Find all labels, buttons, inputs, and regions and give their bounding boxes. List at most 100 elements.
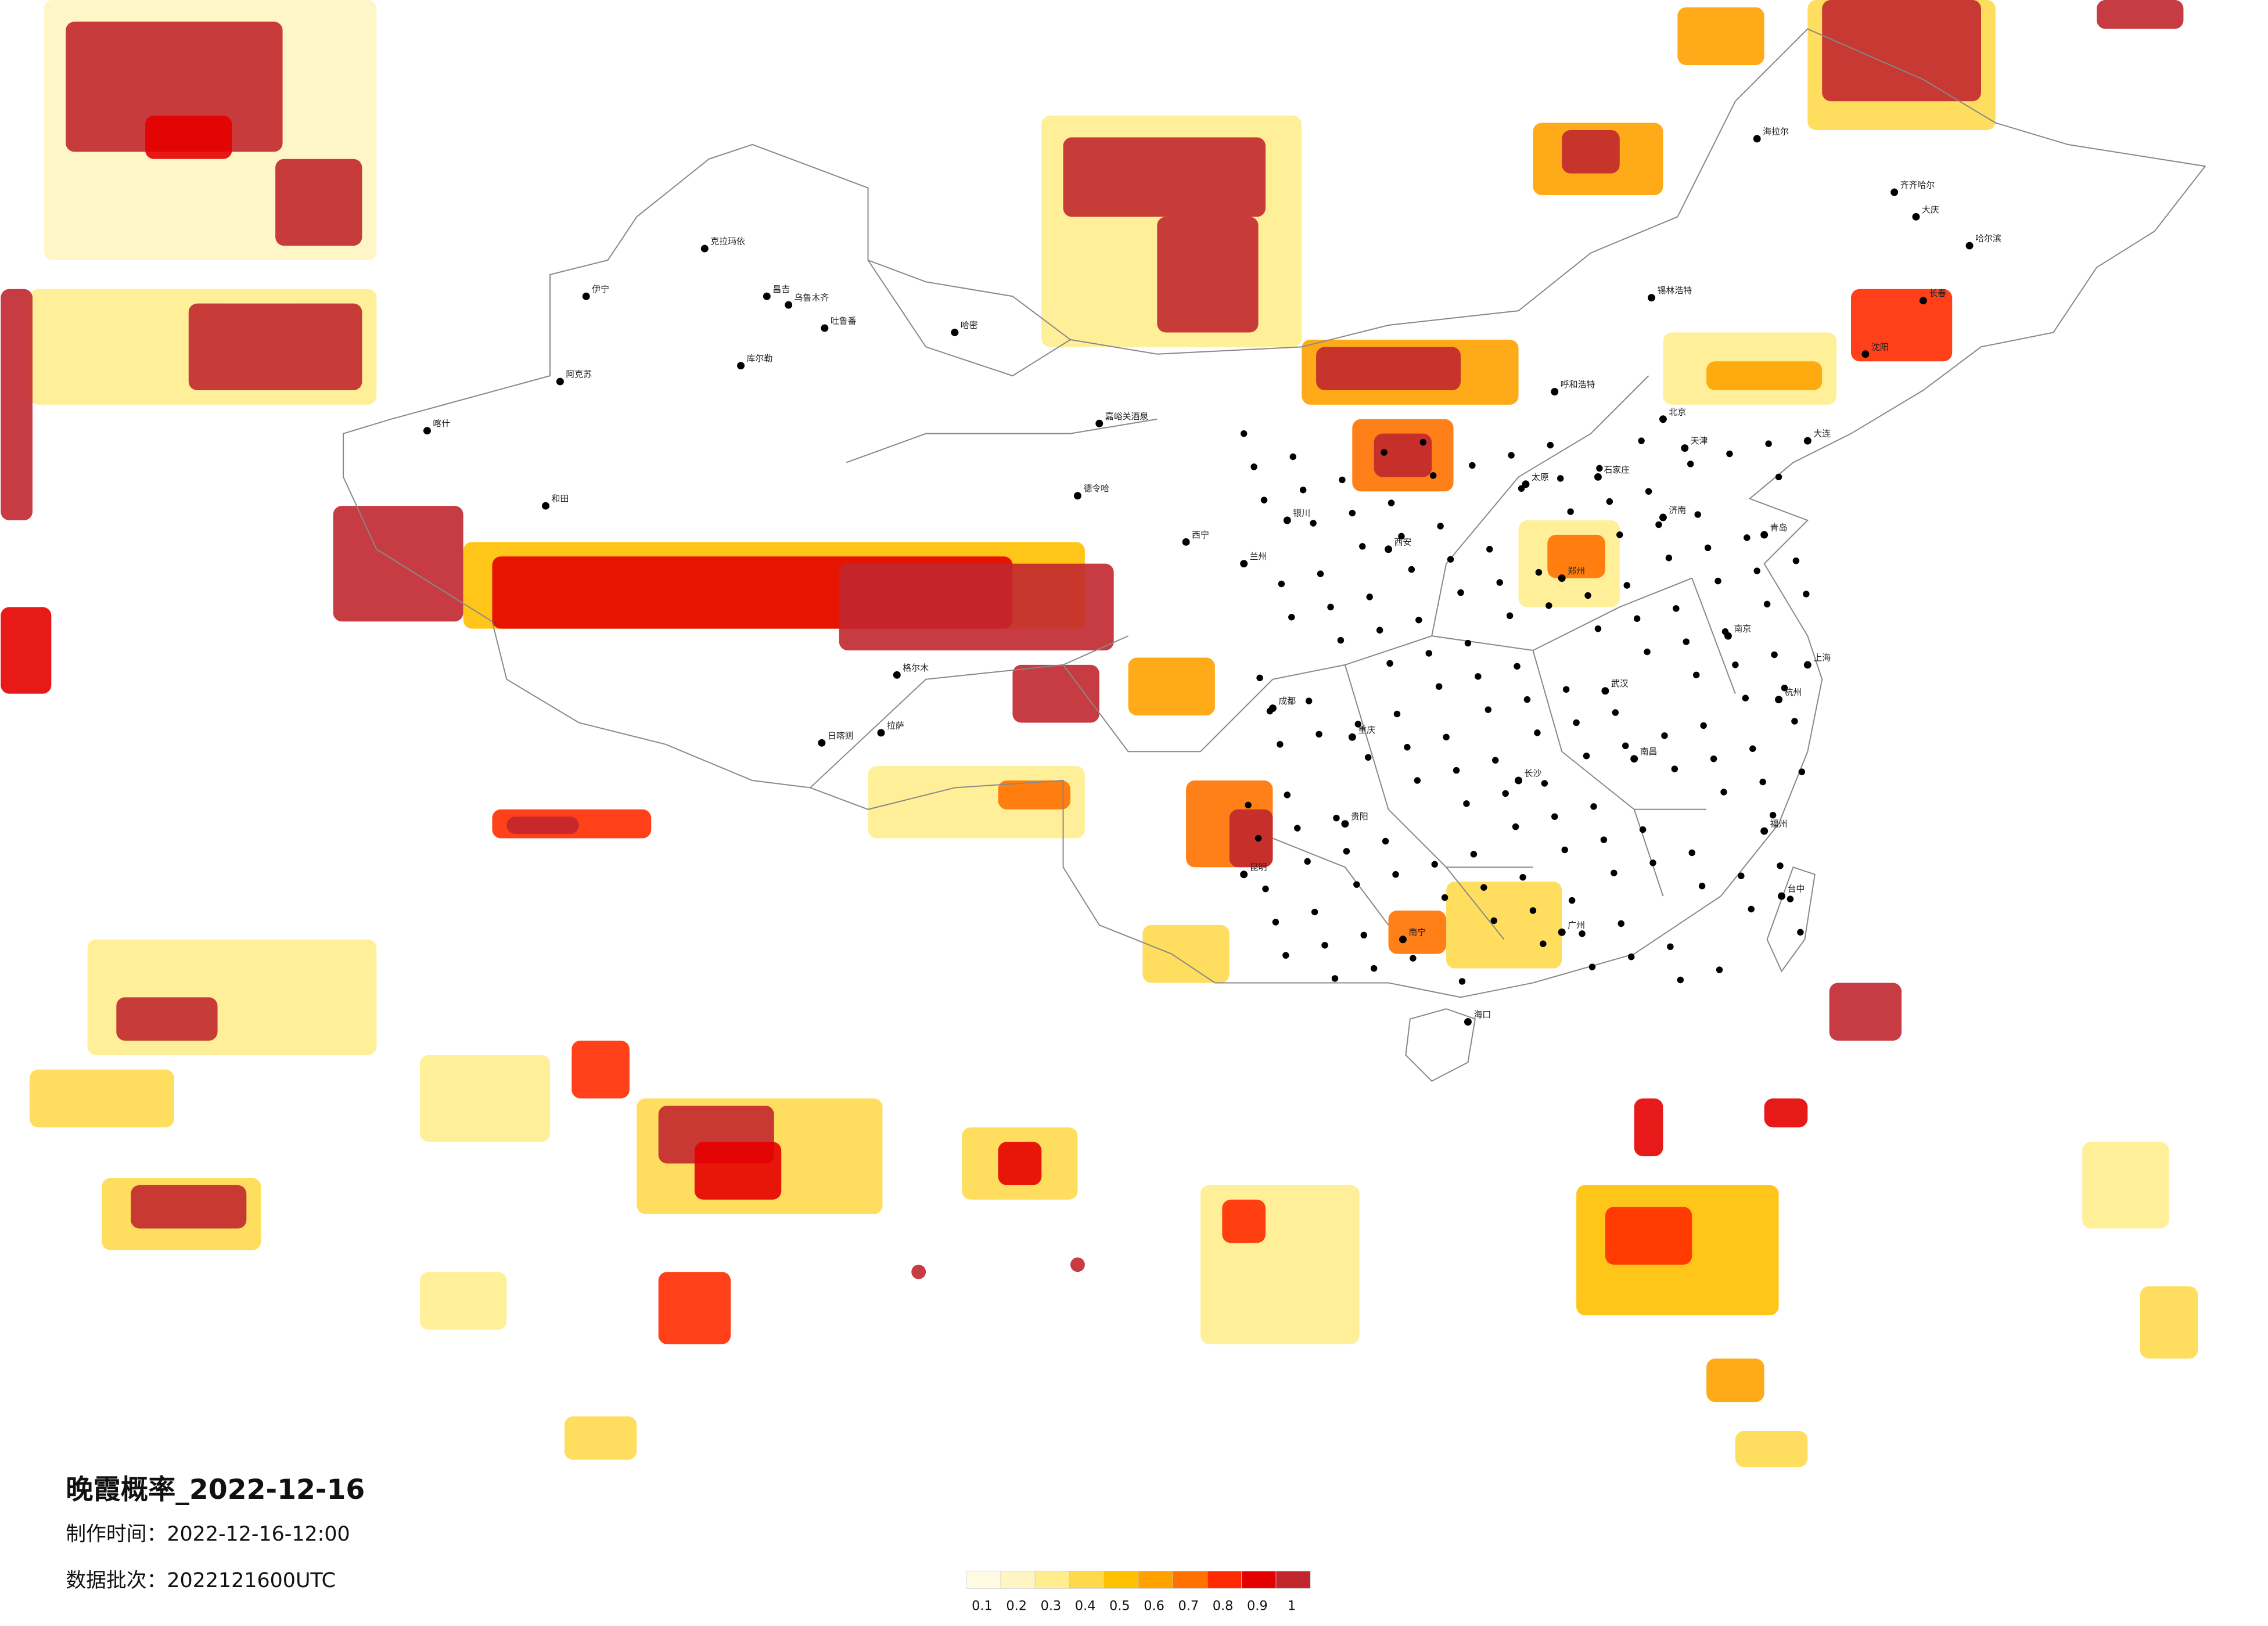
city-dot bbox=[1441, 894, 1448, 901]
city-label: 海口 bbox=[1473, 1009, 1491, 1020]
city-dot bbox=[1425, 650, 1432, 657]
city-dot bbox=[1561, 846, 1568, 854]
probability-cell bbox=[131, 1185, 247, 1229]
city-dot bbox=[1919, 297, 1927, 305]
city-dot bbox=[1763, 600, 1771, 608]
probability-cell bbox=[1706, 361, 1823, 390]
probability-cell bbox=[29, 1069, 174, 1128]
city-dot bbox=[1861, 350, 1870, 358]
city-label: 兰州 bbox=[1250, 551, 1267, 562]
city-label: 成都 bbox=[1278, 696, 1296, 706]
city-dot bbox=[1429, 472, 1437, 479]
province-lines bbox=[810, 260, 1736, 940]
city-dot bbox=[1667, 943, 1674, 950]
city-dot bbox=[1490, 917, 1497, 924]
city-dot bbox=[1317, 570, 1324, 577]
city-dot bbox=[1506, 612, 1514, 619]
city-dot bbox=[1753, 567, 1760, 574]
city-dot bbox=[1414, 777, 1421, 784]
city-dot bbox=[1475, 673, 1482, 680]
city-dot bbox=[1661, 732, 1668, 739]
city-dot bbox=[821, 324, 829, 332]
city-dot bbox=[1515, 776, 1523, 785]
city-dot bbox=[1594, 625, 1602, 632]
city-dot bbox=[1339, 476, 1346, 484]
city-dot bbox=[1392, 871, 1399, 878]
city-dot bbox=[1453, 767, 1460, 774]
city-dot bbox=[1726, 450, 1733, 458]
city-dot bbox=[1797, 929, 1804, 936]
city-label: 上海 bbox=[1813, 652, 1831, 663]
legend-swatch bbox=[1275, 1571, 1311, 1589]
city-label: 南宁 bbox=[1408, 927, 1426, 937]
city-dot bbox=[1343, 848, 1350, 855]
borders bbox=[343, 28, 2206, 1082]
city-dot bbox=[1681, 444, 1689, 452]
city-dot bbox=[1388, 499, 1395, 506]
probability-cell bbox=[275, 159, 362, 246]
city-dot bbox=[1558, 574, 1566, 582]
city-dot bbox=[1381, 449, 1388, 456]
probability-cell bbox=[1446, 882, 1562, 969]
city-dot bbox=[893, 671, 901, 679]
probability-cell bbox=[1128, 657, 1215, 715]
city-dot bbox=[542, 502, 549, 510]
city-dot bbox=[1410, 955, 1417, 962]
probability-cell bbox=[2097, 0, 2184, 29]
city-dot bbox=[1386, 660, 1393, 667]
city-dot bbox=[1760, 827, 1769, 835]
city-label: 齐齐哈尔 bbox=[1900, 180, 1935, 190]
legend-tick-label: 0.7 bbox=[1178, 1599, 1199, 1614]
city-label: 拉萨 bbox=[887, 720, 904, 731]
city-dot bbox=[1748, 905, 1755, 913]
city-label: 杭州 bbox=[1785, 687, 1802, 697]
city-dot bbox=[1710, 755, 1717, 762]
city-dot bbox=[1496, 579, 1503, 586]
city-dot bbox=[1594, 473, 1602, 481]
city-dot bbox=[1311, 908, 1318, 916]
probability-cell bbox=[2140, 1286, 2198, 1359]
probability-cell bbox=[1316, 347, 1461, 390]
legend-swatch bbox=[1207, 1571, 1242, 1589]
city-dot bbox=[1698, 882, 1706, 890]
city-dot bbox=[1749, 745, 1756, 752]
probability-cell bbox=[1764, 1098, 1808, 1128]
city-dot bbox=[1659, 415, 1667, 423]
probability-cell bbox=[1706, 1358, 1764, 1402]
city-dot bbox=[1803, 661, 1811, 669]
city-dot bbox=[1341, 820, 1349, 828]
made-time: 制作时间：2022-12-16-12:00 bbox=[66, 1523, 350, 1546]
city-dot bbox=[1715, 577, 1721, 585]
legend-swatch bbox=[1138, 1571, 1173, 1589]
city-dot bbox=[1523, 696, 1531, 703]
city-dot bbox=[1540, 940, 1547, 947]
city-dot bbox=[1447, 556, 1454, 563]
legend-swatch bbox=[1069, 1571, 1105, 1589]
probability-cell bbox=[1, 289, 33, 520]
city-dot bbox=[1742, 695, 1749, 702]
city-dot bbox=[1073, 492, 1081, 500]
city-dot bbox=[1639, 826, 1647, 833]
probability-cell bbox=[1822, 0, 1981, 102]
china-outline bbox=[343, 28, 2206, 998]
city-dot bbox=[1393, 710, 1401, 718]
city-label: 昆明 bbox=[1250, 862, 1267, 872]
city-dot bbox=[1278, 580, 1285, 588]
city-dot bbox=[556, 377, 564, 386]
city-dot bbox=[1349, 509, 1356, 517]
city-dot bbox=[1502, 790, 1509, 797]
city-dot bbox=[1486, 546, 1493, 553]
city-dot bbox=[1095, 419, 1104, 427]
city-label: 福州 bbox=[1770, 819, 1788, 829]
city-dot bbox=[1304, 858, 1311, 865]
city-dot bbox=[1792, 557, 1800, 564]
title: 晚霞概率_2022-12-16 bbox=[66, 1474, 365, 1506]
city-dot bbox=[582, 292, 590, 300]
city-label: 银川 bbox=[1293, 508, 1310, 519]
city-dot bbox=[1803, 591, 1810, 598]
city-dot bbox=[1692, 671, 1700, 679]
city-dot bbox=[1182, 538, 1190, 546]
legend-swatch bbox=[1172, 1571, 1207, 1589]
city-label: 吐鲁番 bbox=[831, 316, 857, 326]
